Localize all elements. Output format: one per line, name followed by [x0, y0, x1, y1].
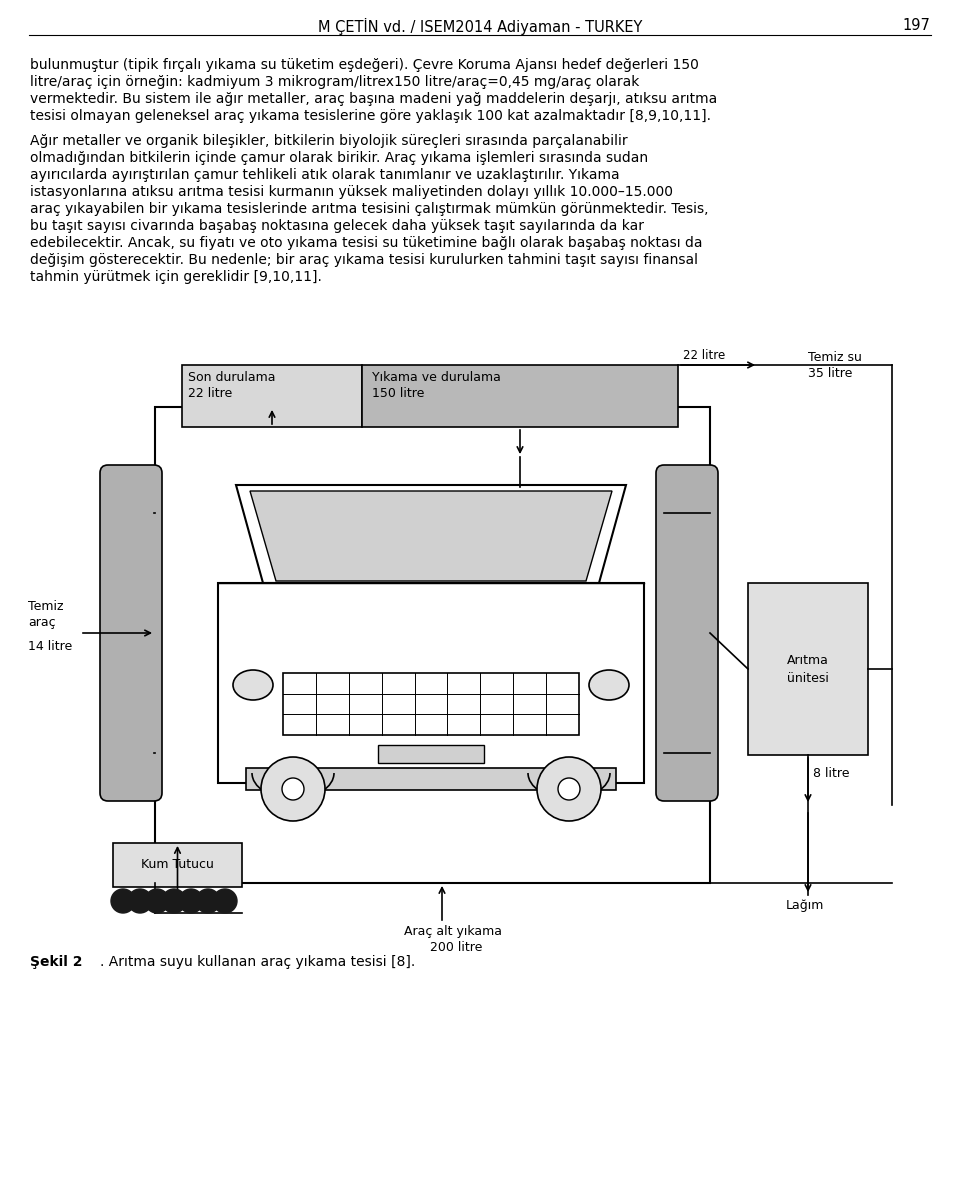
Text: 22 litre: 22 litre: [188, 387, 232, 400]
Text: litre/araç için örneğin: kadmiyum 3 mikrogram/litrex150 litre/araç=0,45 mg/araç : litre/araç için örneğin: kadmiyum 3 mikr…: [30, 76, 639, 88]
Text: 22 litre: 22 litre: [683, 349, 725, 362]
Text: 200 litre: 200 litre: [430, 940, 482, 953]
Text: ayırıcılarda ayırıştırılan çamur tehlikeli atık olarak tanımlanır ve uzaklaştırı: ayırıcılarda ayırıştırılan çamur tehlike…: [30, 168, 619, 182]
Text: bulunmuştur (tipik fırçalı yıkama su tüketim eşdeğeri). Çevre Koruma Ajansı hede: bulunmuştur (tipik fırçalı yıkama su tük…: [30, 58, 699, 72]
Text: Arıtma: Arıtma: [787, 654, 828, 667]
Text: Temiz su: Temiz su: [808, 350, 862, 363]
Circle shape: [179, 889, 203, 913]
Text: araç yıkayabilen bir yıkama tesislerinde arıtma tesisini çalıştırmak mümkün görü: araç yıkayabilen bir yıkama tesislerinde…: [30, 202, 708, 216]
Polygon shape: [250, 491, 612, 581]
Circle shape: [162, 889, 186, 913]
Text: araç: araç: [28, 616, 56, 629]
Text: 14 litre: 14 litre: [28, 640, 72, 653]
Text: Ağır metaller ve organik bileşikler, bitkilerin biyolojik süreçleri sırasında pa: Ağır metaller ve organik bileşikler, bit…: [30, 135, 628, 148]
Text: Şekil 2: Şekil 2: [30, 955, 83, 969]
Text: değişim gösterecektir. Bu nedenle; bir araç yıkama tesisi kurulurken tahmini taş: değişim gösterecektir. Bu nedenle; bir a…: [30, 253, 698, 267]
Bar: [378, 745, 484, 763]
Circle shape: [213, 889, 237, 913]
Text: Temiz: Temiz: [28, 599, 63, 612]
Bar: [155, 407, 710, 883]
Bar: [218, 583, 644, 784]
Bar: [113, 843, 242, 887]
Text: 35 litre: 35 litre: [808, 367, 852, 380]
Text: Yıkama ve durulama: Yıkama ve durulama: [372, 371, 501, 384]
Text: Son durulama: Son durulama: [188, 371, 276, 384]
Text: ünitesi: ünitesi: [787, 671, 828, 684]
Text: Kum Tutucu: Kum Tutucu: [141, 859, 214, 872]
Text: Araç alt yıkama: Araç alt yıkama: [404, 925, 502, 938]
Text: tesisi olmayan geleneksel araç yıkama tesislerine göre yaklaşık 100 kat azalmakt: tesisi olmayan geleneksel araç yıkama te…: [30, 109, 711, 123]
Polygon shape: [236, 485, 626, 583]
Text: 8 litre: 8 litre: [813, 767, 850, 780]
FancyBboxPatch shape: [100, 465, 162, 801]
Bar: [283, 673, 579, 735]
Text: istasyonlarına atıksu arıtma tesisi kurmanın yüksek maliyetinden dolayı yıllık 1: istasyonlarına atıksu arıtma tesisi kurm…: [30, 185, 673, 199]
Circle shape: [282, 778, 304, 800]
Circle shape: [145, 889, 169, 913]
Circle shape: [128, 889, 152, 913]
Text: bu taşıt sayısı civarında başabaş noktasına gelecek daha yüksek taşıt sayılarınd: bu taşıt sayısı civarında başabaş noktas…: [30, 219, 644, 232]
Text: M ÇETİN vd. / ISEM2014 Adiyaman - TURKEY: M ÇETİN vd. / ISEM2014 Adiyaman - TURKEY: [318, 18, 642, 35]
Bar: [182, 365, 362, 427]
Ellipse shape: [233, 670, 273, 700]
Circle shape: [261, 758, 325, 821]
Text: . Arıtma suyu kullanan araç yıkama tesisi [8].: . Arıtma suyu kullanan araç yıkama tesis…: [100, 955, 416, 969]
Text: tahmin yürütmek için gereklidir [9,10,11].: tahmin yürütmek için gereklidir [9,10,11…: [30, 270, 322, 284]
Circle shape: [558, 778, 580, 800]
Bar: [748, 583, 868, 755]
Ellipse shape: [589, 670, 629, 700]
Circle shape: [537, 758, 601, 821]
Bar: [246, 768, 616, 789]
Text: olmadığından bitkilerin içinde çamur olarak birikir. Araç yıkama işlemleri sıras: olmadığından bitkilerin içinde çamur ola…: [30, 151, 648, 165]
Circle shape: [196, 889, 220, 913]
Text: vermektedir. Bu sistem ile ağır metaller, araç başına madeni yağ maddelerin deşa: vermektedir. Bu sistem ile ağır metaller…: [30, 92, 717, 106]
Bar: [362, 365, 678, 427]
Circle shape: [111, 889, 135, 913]
Text: Lağım: Lağım: [786, 899, 825, 912]
Text: 197: 197: [902, 18, 930, 33]
Text: 150 litre: 150 litre: [372, 387, 424, 400]
Text: edebilecektir. Ancak, su fiyatı ve oto yıkama tesisi su tüketimine bağlı olarak : edebilecektir. Ancak, su fiyatı ve oto y…: [30, 236, 703, 250]
FancyBboxPatch shape: [656, 465, 718, 801]
